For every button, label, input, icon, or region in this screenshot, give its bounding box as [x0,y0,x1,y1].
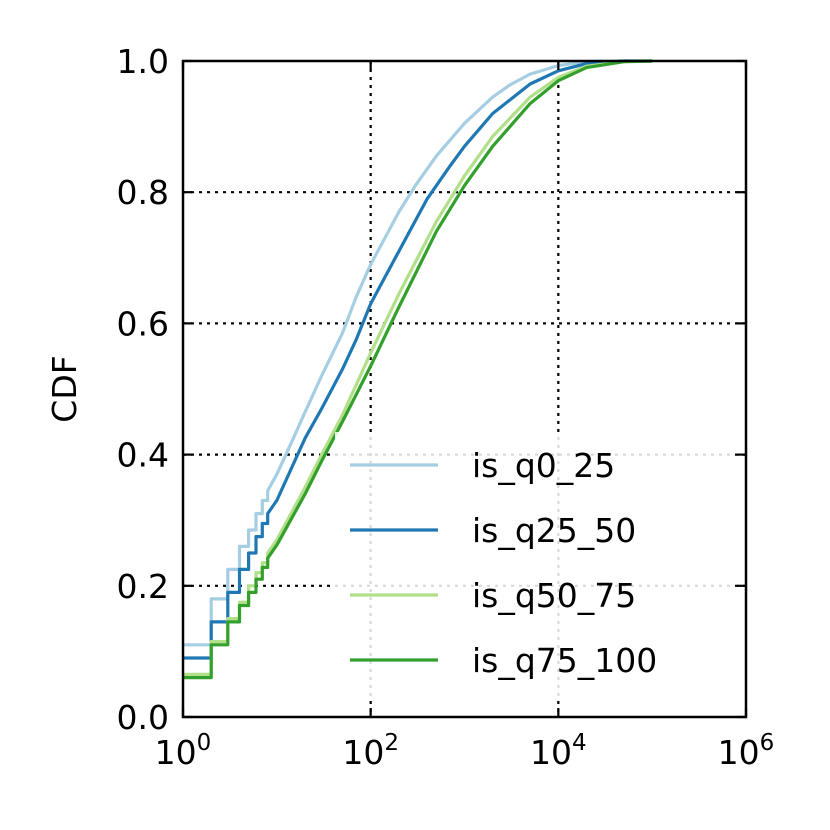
legend-box [335,432,735,697]
legend-label: is_q0_25 [472,446,615,485]
legend-label: is_q25_50 [472,511,636,550]
legend: is_q0_25 is_q25_50 is_q50_75 is_q75_100 [335,432,735,697]
plot-frame [181,59,748,719]
y-tick-label: 0.2 [117,567,169,606]
series-line-is_q75_100 [183,59,653,680]
legend-label: is_q75_100 [472,641,657,680]
y-tick-label: 0.4 [117,436,169,475]
x-tick-label: 106 [718,730,775,772]
legend-label: is_q50_75 [472,576,636,615]
series-lines [183,59,653,680]
y-axis-label: CDF [45,355,84,422]
x-tick-label: 104 [530,730,587,772]
y-tick-label: 0.6 [117,304,169,343]
x-tick-label: 100 [155,730,212,772]
y-tick-label: 0.8 [117,173,169,212]
axis-ticks: 0.0 0.2 0.4 0.6 0.8 1.0 100 102 104 106 [117,42,775,772]
y-tick-label: 0.0 [117,698,169,737]
series-line-is_q50_75 [183,59,653,676]
x-tick-label: 102 [342,730,399,772]
series-line-is_q0_25 [183,59,653,647]
y-tick-label: 1.0 [117,42,169,81]
series-line-is_q25_50 [183,59,653,660]
